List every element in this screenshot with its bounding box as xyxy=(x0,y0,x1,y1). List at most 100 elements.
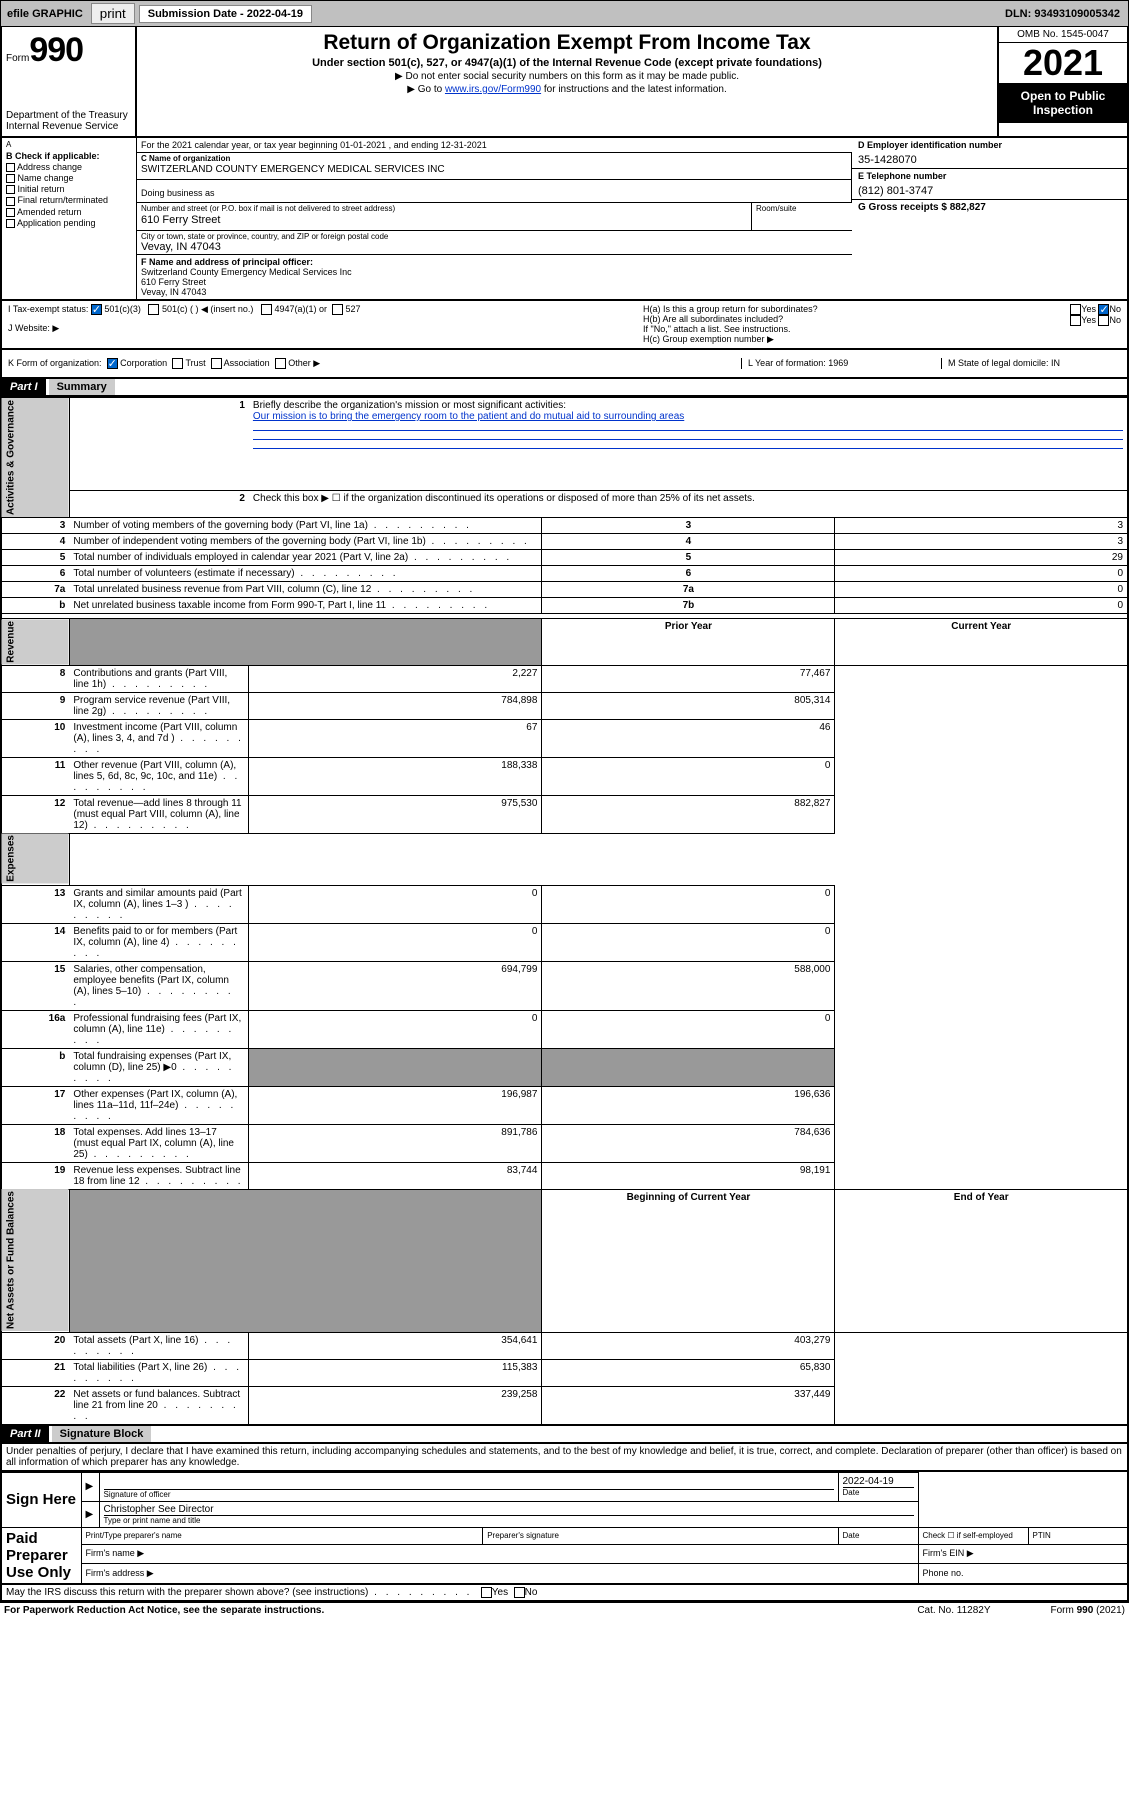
current-year-hdr: Current Year xyxy=(835,619,1128,666)
checkbox-4947[interactable] xyxy=(261,304,272,315)
line-a: For the 2021 calendar year, or tax year … xyxy=(137,138,852,153)
checkbox[interactable] xyxy=(6,174,15,183)
line-value: 3 xyxy=(835,534,1128,550)
line-no: b xyxy=(1,598,69,614)
line-no: 12 xyxy=(1,795,69,833)
prior-value: 975,530 xyxy=(249,795,542,833)
line-1-desc: Briefly describe the organization's miss… xyxy=(249,398,1128,491)
checkbox-527[interactable] xyxy=(332,304,343,315)
hb-label: H(b) Are all subordinates included? xyxy=(643,314,991,324)
firm-phone-label: Phone no. xyxy=(918,1564,1128,1584)
ha-no[interactable] xyxy=(1098,304,1109,315)
checkbox[interactable] xyxy=(6,185,15,194)
footer-left: For Paperwork Reduction Act Notice, see … xyxy=(4,1605,324,1616)
prior-value: 2,227 xyxy=(249,665,542,692)
print-button[interactable]: print xyxy=(91,3,135,24)
line-desc: Total number of individuals employed in … xyxy=(69,550,542,566)
line-desc: Benefits paid to or for members (Part IX… xyxy=(69,923,249,961)
begin-year-hdr: Beginning of Current Year xyxy=(542,1189,835,1332)
irs-link[interactable]: www.irs.gov/Form990 xyxy=(445,84,541,95)
ha-yes[interactable] xyxy=(1070,304,1081,315)
line-no: 9 xyxy=(1,692,69,719)
col-b-checkboxes: A B Check if applicable: Address change … xyxy=(2,138,137,299)
current-value: 0 xyxy=(542,885,835,923)
line-no: 16a xyxy=(1,1010,69,1048)
current-value: 0 xyxy=(542,757,835,795)
checkbox-501c3[interactable] xyxy=(91,304,102,315)
prior-value: 354,641 xyxy=(249,1332,542,1359)
discuss-yes[interactable] xyxy=(481,1587,492,1598)
sig-date-value: 2022-04-19 xyxy=(843,1476,914,1487)
current-value xyxy=(542,1048,835,1086)
principal-name: Switzerland County Emergency Medical Ser… xyxy=(141,267,848,277)
col-b-item: Initial return xyxy=(6,184,132,194)
discuss-no[interactable] xyxy=(514,1587,525,1598)
discuss-row: May the IRS discuss this return with the… xyxy=(0,1585,1129,1602)
checkbox[interactable] xyxy=(6,219,15,228)
checkbox[interactable] xyxy=(6,208,15,217)
line-value: 0 xyxy=(835,598,1128,614)
efile-label: efile GRAPHIC xyxy=(1,6,89,22)
topbar: efile GRAPHIC print Submission Date - 20… xyxy=(0,0,1129,27)
firm-addr-label: Firm's address ▶ xyxy=(81,1564,918,1584)
form-number: 990 xyxy=(29,31,83,69)
line-no: 17 xyxy=(1,1086,69,1124)
prior-value: 0 xyxy=(249,885,542,923)
checkbox-501c[interactable] xyxy=(148,304,159,315)
part1-title: Summary xyxy=(49,379,115,395)
current-value: 196,636 xyxy=(542,1086,835,1124)
gross-receipts: G Gross receipts $ 882,827 xyxy=(852,200,1127,215)
line-desc: Investment income (Part VIII, column (A)… xyxy=(69,719,249,757)
col-d-meta: D Employer identification number 35-1428… xyxy=(852,138,1127,299)
current-value: 337,449 xyxy=(542,1386,835,1425)
officer-name: Christopher See Director xyxy=(104,1504,914,1515)
hb-yes[interactable] xyxy=(1070,315,1081,326)
prior-value: 0 xyxy=(249,923,542,961)
current-value: 403,279 xyxy=(542,1332,835,1359)
line-desc: Grants and similar amounts paid (Part IX… xyxy=(69,885,249,923)
line-no: 15 xyxy=(1,961,69,1010)
city-label: City or town, state or province, country… xyxy=(141,232,848,241)
end-year-hdr: End of Year xyxy=(835,1189,1128,1332)
line-desc: Other revenue (Part VIII, column (A), li… xyxy=(69,757,249,795)
line-no: 22 xyxy=(1,1386,69,1425)
k-checkbox[interactable] xyxy=(172,358,183,369)
state-domicile: M State of legal domicile: IN xyxy=(941,358,1121,369)
open-inspection: Open to Public Inspection xyxy=(999,83,1127,123)
hb-no[interactable] xyxy=(1098,315,1109,326)
note-ssn: ▶ Do not enter social security numbers o… xyxy=(141,71,993,82)
line-desc: Professional fundraising fees (Part IX, … xyxy=(69,1010,249,1048)
dba-label: Doing business as xyxy=(137,179,851,202)
line-desc: Number of independent voting members of … xyxy=(69,534,542,550)
current-value: 588,000 xyxy=(542,961,835,1010)
phone-value: (812) 801-3747 xyxy=(858,181,1121,197)
sidebar-netassets: Net Assets or Fund Balances xyxy=(1,1189,69,1332)
col-c-orgdata: For the 2021 calendar year, or tax year … xyxy=(137,138,852,299)
prior-value: 115,383 xyxy=(249,1359,542,1386)
part2-title: Signature Block xyxy=(52,1426,152,1442)
k-checkbox[interactable] xyxy=(107,358,118,369)
dept-label: Department of the Treasury Internal Reve… xyxy=(6,110,131,132)
k-checkbox[interactable] xyxy=(275,358,286,369)
line-box: 4 xyxy=(542,534,835,550)
line-desc: Total number of volunteers (estimate if … xyxy=(69,566,542,582)
part2-header: Part II xyxy=(2,1426,49,1442)
mission-text: Our mission is to bring the emergency ro… xyxy=(253,411,684,422)
sign-here-label: Sign Here xyxy=(1,1472,81,1527)
checkbox[interactable] xyxy=(6,197,15,206)
principal-city: Vevay, IN 47043 xyxy=(141,287,848,297)
k-checkbox[interactable] xyxy=(211,358,222,369)
line-desc: Salaries, other compensation, employee b… xyxy=(69,961,249,1010)
line-desc: Number of voting members of the governin… xyxy=(69,518,542,534)
addr-label: Number and street (or P.O. box if mail i… xyxy=(137,203,751,214)
checkbox[interactable] xyxy=(6,163,15,172)
prior-value: 67 xyxy=(249,719,542,757)
line-desc: Total revenue—add lines 8 through 11 (mu… xyxy=(69,795,249,833)
line-2-desc: Check this box ▶ ☐ if the organization d… xyxy=(249,490,1128,517)
line-desc: Total liabilities (Part X, line 26) xyxy=(69,1359,249,1386)
line-desc: Total unrelated business revenue from Pa… xyxy=(69,582,542,598)
prior-year-hdr: Prior Year xyxy=(542,619,835,666)
col-b-item: Application pending xyxy=(6,218,132,228)
ein-value: 35-1428070 xyxy=(858,150,1121,166)
line-no: 21 xyxy=(1,1359,69,1386)
